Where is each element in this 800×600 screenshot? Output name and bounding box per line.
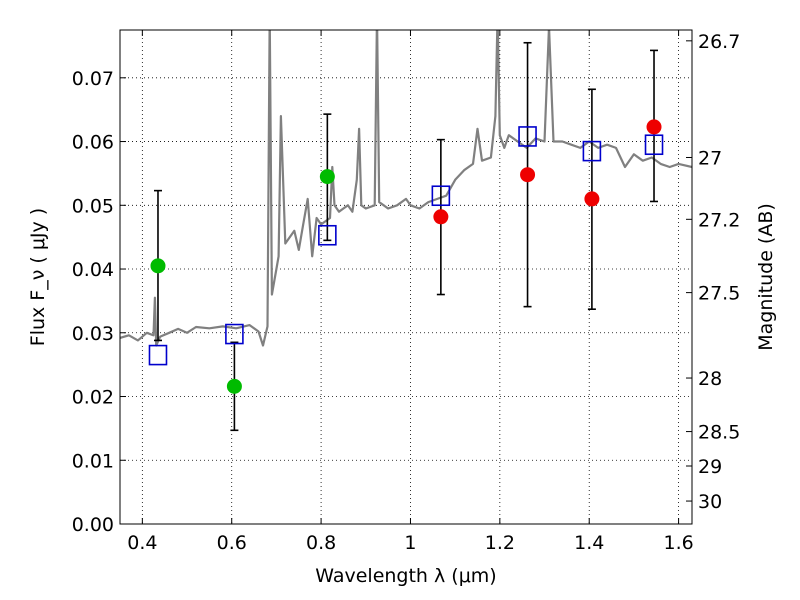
y2-tick-label: 29 xyxy=(698,456,722,478)
y-tick-label: 0.00 xyxy=(72,514,114,536)
x-axis-label: Wavelength λ (μm) xyxy=(315,565,496,587)
y-tick-label: 0.05 xyxy=(72,195,114,217)
model-photometry-square xyxy=(518,126,537,147)
x-tick-label: 0.4 xyxy=(127,532,157,554)
y2-tick-label: 28.5 xyxy=(698,422,740,444)
y-tick-label: 0.02 xyxy=(72,387,114,409)
model-photometry-square xyxy=(148,344,168,366)
observed-optical-point xyxy=(150,258,166,274)
model-photometry-square xyxy=(318,224,337,246)
y-tick-label: 0.01 xyxy=(72,450,114,472)
observed-optical-point xyxy=(226,378,242,394)
y-tick-label: 0.04 xyxy=(72,259,114,281)
y-tick-label: 0.03 xyxy=(72,323,114,345)
observed-nir-point xyxy=(520,167,536,183)
x-tick-label: 1.2 xyxy=(485,532,515,554)
y2-tick-label: 30 xyxy=(698,491,722,513)
observed-nir-point xyxy=(584,191,600,207)
model-photometry-square xyxy=(225,323,244,345)
x-tick-label: 1.6 xyxy=(663,532,693,554)
observed-nir-point xyxy=(646,119,662,135)
y2-tick-label: 27 xyxy=(698,147,722,169)
plot-frame xyxy=(119,29,693,525)
y2-tick-label: 26.7 xyxy=(698,31,740,53)
x-tick-label: 0.6 xyxy=(217,532,247,554)
axes-ticks: 0.4 0.6 0.8 1 1.2 1.4 1.6 0.00 0.01 0.02 0.03 0.04 0… xyxy=(72,30,740,554)
x-tick-label: 1 xyxy=(404,532,416,554)
model-spectrum-line xyxy=(120,30,692,347)
grid xyxy=(120,30,692,525)
y2-tick-label: 27.2 xyxy=(698,209,740,231)
model-photometry-square xyxy=(644,134,664,156)
x-tick-label: 0.8 xyxy=(306,532,336,554)
model-photometry-square xyxy=(431,185,451,207)
y2-axis-label: Magnitude (AB) xyxy=(755,203,777,351)
model-photometry-square xyxy=(582,140,602,162)
plot-area xyxy=(120,30,692,432)
x-tick-label: 1.4 xyxy=(574,532,604,554)
y-axis-label: Flux F_ν ( μJy ) xyxy=(27,208,49,346)
y-tick-label: 0.06 xyxy=(72,132,114,154)
observed-optical-point xyxy=(319,169,335,185)
y2-tick-label: 28 xyxy=(698,368,722,390)
y-tick-label: 0.07 xyxy=(72,68,114,90)
y2-tick-label: 27.5 xyxy=(698,283,740,305)
observed-nir-point xyxy=(433,209,449,225)
